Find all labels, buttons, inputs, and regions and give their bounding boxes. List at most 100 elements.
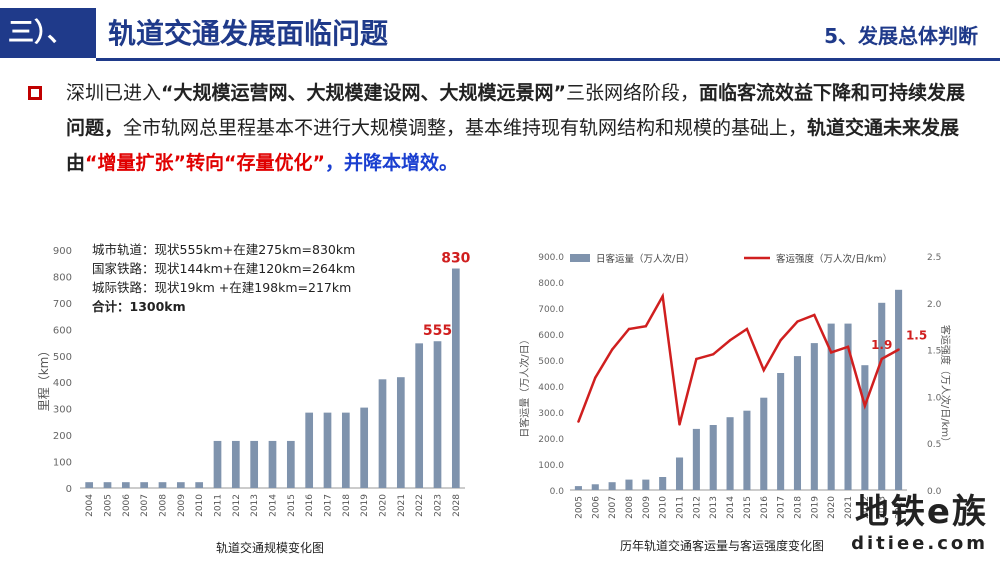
chart1-xtick-2015: 2015 bbox=[287, 494, 297, 517]
chart1-ytick-3: 300 bbox=[53, 405, 72, 416]
chart2-bar-2017 bbox=[777, 373, 785, 490]
chart2-xtick-2015: 2015 bbox=[743, 496, 753, 519]
chart2-point-2008 bbox=[627, 327, 631, 331]
chart2-intensity-line bbox=[577, 292, 900, 425]
chart2-xtick-2013: 2013 bbox=[709, 496, 719, 519]
chart2-point-2011 bbox=[678, 423, 681, 426]
chart1-xtick-2010: 2010 bbox=[195, 494, 205, 517]
chart2-point-2017 bbox=[779, 339, 782, 342]
chart2-yleft-tick-4: 400.0 bbox=[538, 383, 564, 393]
watermark-url: ditiee.com bbox=[851, 533, 988, 554]
chart2-xtick-2005: 2005 bbox=[574, 496, 584, 519]
slide-title: 轨道交通发展面临问题 bbox=[108, 17, 389, 50]
chart2-bar-2018 bbox=[793, 356, 802, 490]
chart1-bar-2007 bbox=[140, 482, 149, 488]
chart2-ylabel-left: 日客运量（万人次/日） bbox=[518, 334, 531, 437]
chart1-title: 轨道交通规模变化图 bbox=[216, 540, 324, 555]
chart1-xtick-2016: 2016 bbox=[305, 494, 315, 517]
chart1-xtick-2022: 2022 bbox=[415, 494, 425, 517]
chart1-bar-2012 bbox=[231, 440, 240, 488]
chart2-yleft-tick-7: 700.0 bbox=[538, 305, 564, 315]
chart2-point-2013 bbox=[712, 353, 715, 356]
chart1-xtick-2028: 2028 bbox=[452, 494, 462, 517]
chart2-bar-2015 bbox=[743, 410, 751, 490]
chart2-xtick-2012: 2012 bbox=[692, 496, 702, 519]
chart2-title: 历年轨道交通客运量与客运强度变化图 bbox=[620, 538, 824, 553]
section-badge: 三）、 bbox=[0, 8, 96, 58]
chart1-annotations: 555 830 bbox=[423, 251, 471, 340]
chart1-xtick-2004: 2004 bbox=[85, 494, 95, 517]
chart1-xtick-2017: 2017 bbox=[324, 494, 334, 517]
chart2-bar-2008 bbox=[625, 479, 633, 490]
chart2-xtick-2018: 2018 bbox=[793, 496, 803, 519]
chart2-legend-bar-label: 日客运量（万人次/日） bbox=[596, 253, 694, 265]
chart1-notes: 城市轨道：现状555km+在建275km=830km 国家铁路：现状144km+在… bbox=[92, 242, 355, 314]
chart2-bar-2013 bbox=[709, 425, 717, 490]
chart1-bar-2015 bbox=[286, 440, 295, 488]
chart1-xtick-2021: 2021 bbox=[397, 494, 407, 517]
chart2-point-2007 bbox=[610, 348, 614, 351]
chart2-point-2015 bbox=[745, 327, 749, 331]
chart1-ytick-7: 700 bbox=[53, 299, 72, 310]
chart2-point-2023 bbox=[880, 357, 883, 361]
header-divider bbox=[96, 58, 1000, 61]
chart1-bar-2023 bbox=[433, 341, 442, 488]
chart2-bar-2020 bbox=[827, 323, 835, 490]
chart2-xtick-2023: 2023 bbox=[878, 496, 888, 519]
chart2-yleft-tick-9: 900.0 bbox=[538, 253, 564, 263]
chart2-xtick-2007: 2007 bbox=[608, 496, 618, 519]
chart1-ytick-6: 600 bbox=[53, 325, 72, 336]
chart2-point-2020 bbox=[829, 351, 833, 354]
chart2-annotations: 1.9 1.5 bbox=[871, 329, 927, 352]
para-part-5: 全市轨网总里程基本不进行大规模调整，基本维持现有轨网结构和规模的基础上， bbox=[123, 117, 808, 139]
chart2-legend-bar-swatch bbox=[570, 254, 590, 262]
chart2-point-2009 bbox=[644, 325, 648, 328]
chart2-point-2022 bbox=[863, 404, 867, 407]
para-part-8: ，并降本增效。 bbox=[324, 152, 458, 174]
chart1-xtick-2011: 2011 bbox=[214, 494, 224, 517]
para-part-7: “增量扩张”转向“存量优化” bbox=[85, 152, 325, 174]
chart2-xtick-2008: 2008 bbox=[625, 496, 635, 519]
chart1-bar-2018 bbox=[341, 412, 350, 488]
chart2-yleft-tick-2: 200.0 bbox=[538, 435, 564, 445]
chart1-xtick-2013: 2013 bbox=[250, 494, 260, 517]
slide-subtitle: 5、发展总体判断 bbox=[824, 24, 978, 48]
chart1-xtick-2008: 2008 bbox=[159, 494, 169, 517]
chart1-bar-2021 bbox=[396, 377, 405, 488]
chart2-xtick-2024: 2024 bbox=[895, 496, 905, 519]
chart1-bar-2011 bbox=[213, 440, 222, 488]
chart2-point-2012 bbox=[695, 357, 698, 361]
slide-header: 三）、 轨道交通发展面临问题 5、发展总体判断 bbox=[0, 0, 1000, 68]
chart2-legend: 日客运量（万人次/日） 客运强度（万人次/日/km） bbox=[570, 253, 892, 265]
chart2-xtick-2016: 2016 bbox=[760, 496, 770, 519]
chart1-xtick-2009: 2009 bbox=[177, 494, 187, 517]
chart1-ytick-8: 800 bbox=[53, 272, 72, 283]
chart1-bar-2017 bbox=[323, 412, 332, 488]
chart1-xtick-2012: 2012 bbox=[232, 494, 242, 517]
chart1-xtick-2006: 2006 bbox=[122, 494, 132, 517]
chart2-xtick-2014: 2014 bbox=[726, 496, 736, 519]
para-part-2: “大规模运营网、大规模建设网、大规模远景网” bbox=[161, 82, 566, 104]
chart2-yleft-tick-3: 300.0 bbox=[538, 409, 564, 419]
chart2-point-2024 bbox=[897, 348, 900, 351]
chart2-bar-2010 bbox=[659, 477, 667, 490]
chart1-label-555: 555 bbox=[423, 323, 452, 339]
para-part-3: 三张网络阶段， bbox=[566, 82, 700, 104]
chart1-xtick-2005: 2005 bbox=[104, 494, 114, 517]
chart1-bar-2006 bbox=[121, 482, 130, 488]
chart2-yright-tick-5: 2.5 bbox=[927, 253, 941, 263]
chart2-xtick-2010: 2010 bbox=[659, 496, 669, 519]
chart1-ylabel: 里程（km） bbox=[36, 345, 51, 412]
chart1-note-0: 城市轨道：现状555km+在建275km=830km bbox=[92, 242, 355, 257]
chart1-xtick-2019: 2019 bbox=[360, 494, 370, 517]
chart1-xtick-2007: 2007 bbox=[140, 494, 150, 517]
chart2-xtick-2011: 2011 bbox=[676, 496, 686, 519]
chart1-ytick-0: 0 bbox=[66, 484, 72, 495]
chart1-ytick-4: 400 bbox=[53, 378, 72, 389]
summary-paragraph: 深圳已进入“大规模运营网、大规模建设网、大规模远景网”三张网络阶段，面临客流效益… bbox=[66, 76, 966, 181]
bullet-square-icon bbox=[28, 86, 42, 100]
chart2-ylabel-right: 客运强度（万人次/日/km） bbox=[939, 325, 952, 447]
chart2-yright-tick-2: 1.0 bbox=[927, 393, 942, 403]
chart2-bar-2009 bbox=[642, 479, 650, 490]
chart2-point-2018 bbox=[796, 320, 799, 323]
